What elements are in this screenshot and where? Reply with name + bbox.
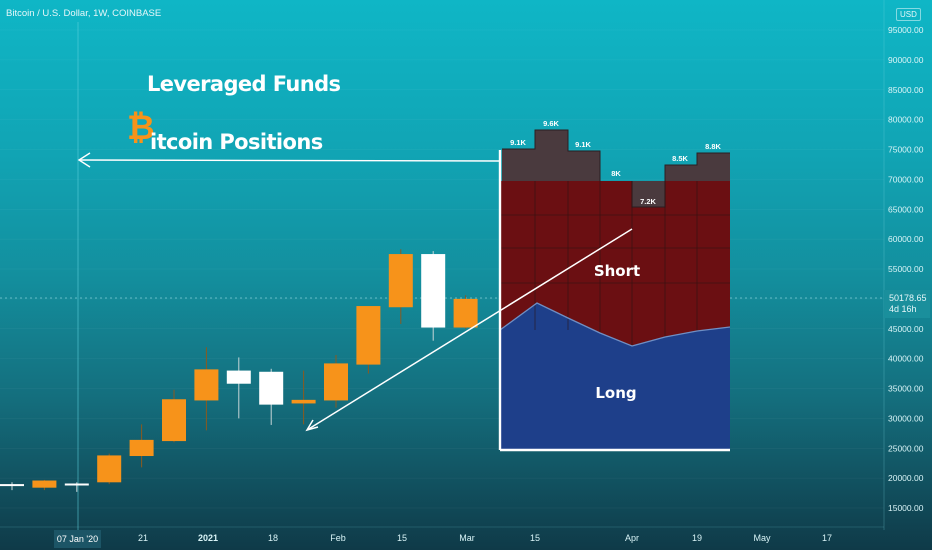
positions-inset: 9.1K 9.6K 9.1K 8K 7.2K 8.5K 8.8K Short L…: [498, 119, 731, 452]
candle-body: [324, 363, 348, 401]
candle-body: [194, 369, 219, 401]
bar-label-6: 8.5K: [672, 154, 688, 163]
candle-body: [356, 306, 381, 365]
candle-body: [0, 484, 24, 487]
annotation-subtitle: itcoin Positions: [150, 130, 323, 154]
candle-body: [421, 254, 446, 328]
candle-body: [291, 399, 316, 404]
short-area: [500, 181, 730, 346]
price-tick-label: 30000.00: [888, 413, 924, 423]
time-tick-label: May: [753, 533, 771, 543]
candle-body: [129, 439, 154, 457]
price-tick-label: 95000.00: [888, 25, 924, 35]
current-price-value: 50178.65: [889, 293, 927, 303]
bar-label-7: 8.8K: [705, 142, 721, 151]
cap-bar-4: [632, 181, 665, 207]
time-tick-label: 17: [822, 533, 832, 543]
candle-body: [226, 370, 251, 384]
price-grid: [0, 29, 884, 509]
long-area: [500, 303, 730, 450]
time-tick-label: 21: [138, 533, 148, 543]
bar-label-2: 9.6K: [543, 119, 559, 128]
cap-bar-6: [665, 165, 697, 181]
price-tick-label: 85000.00: [888, 85, 924, 95]
bar-label-4: 8K: [611, 169, 621, 178]
bar-label-5: 7.2K: [640, 197, 656, 206]
time-tick-label: 19: [692, 533, 702, 543]
time-tick-label: Apr: [625, 533, 639, 543]
symbol-title[interactable]: Bitcoin / U.S. Dollar, 1W, COINBASE: [6, 8, 162, 19]
countdown-value: 4d 16h: [889, 304, 917, 314]
candlestick-series: [0, 249, 478, 492]
price-tick-label: 70000.00: [888, 174, 924, 184]
long-arrow-left: [77, 152, 501, 168]
candle-body: [162, 399, 186, 442]
price-tick-label: 15000.00: [888, 503, 924, 513]
time-axis[interactable]: 21 2021 18 Feb 15 Mar 15 Apr 19 May 17: [138, 533, 832, 543]
cap-bar-3: [568, 151, 600, 181]
bitcoin-logo-icon: ₿: [127, 108, 155, 148]
candle-body: [259, 371, 284, 405]
price-tick-label: 25000.00: [888, 443, 924, 453]
candle-body: [453, 298, 478, 328]
cap-bar-2: [535, 130, 568, 181]
price-axis[interactable]: 95000.00 90000.00 85000.00 80000.00 75000.00…: [888, 25, 924, 513]
price-tick-label: 55000.00: [888, 264, 924, 274]
time-tick-label: 15: [530, 533, 540, 543]
candle-body: [97, 455, 122, 483]
long-short-boundary: [499, 302, 731, 347]
time-tick-label: 15: [397, 533, 407, 543]
price-tick-label: 90000.00: [888, 55, 924, 65]
candle-body: [388, 254, 413, 308]
bar-label-3: 9.1K: [575, 140, 591, 149]
price-tick-label: 45000.00: [888, 324, 924, 334]
price-tick-label: 40000.00: [888, 354, 924, 364]
current-price-tag: 50178.65 4d 16h: [884, 290, 930, 318]
crosshair-date-label: 07 Jan '20: [54, 530, 101, 548]
price-tick-label: 35000.00: [888, 384, 924, 394]
time-tick-label: Mar: [459, 533, 475, 543]
bar-label-1: 9.1K: [510, 138, 526, 147]
time-tick-label: Feb: [330, 533, 346, 543]
annotation-title: Leveraged Funds: [147, 72, 341, 96]
time-tick-label: 2021: [198, 533, 218, 543]
price-tick-label: 75000.00: [888, 145, 924, 155]
currency-badge[interactable]: USD: [896, 8, 921, 21]
cap-bar-1: [502, 149, 535, 181]
total-bars: [502, 130, 730, 207]
short-label: Short: [594, 262, 640, 280]
price-tick-label: 60000.00: [888, 234, 924, 244]
trend-arrow: [305, 228, 633, 432]
time-tick-label: 18: [268, 533, 278, 543]
cap-bar-7: [697, 153, 730, 181]
price-tick-label: 65000.00: [888, 204, 924, 214]
price-tick-label: 80000.00: [888, 115, 924, 125]
candle-body: [32, 480, 57, 488]
price-tick-label: 20000.00: [888, 473, 924, 483]
candle-body: [64, 483, 89, 486]
long-label: Long: [595, 384, 636, 402]
